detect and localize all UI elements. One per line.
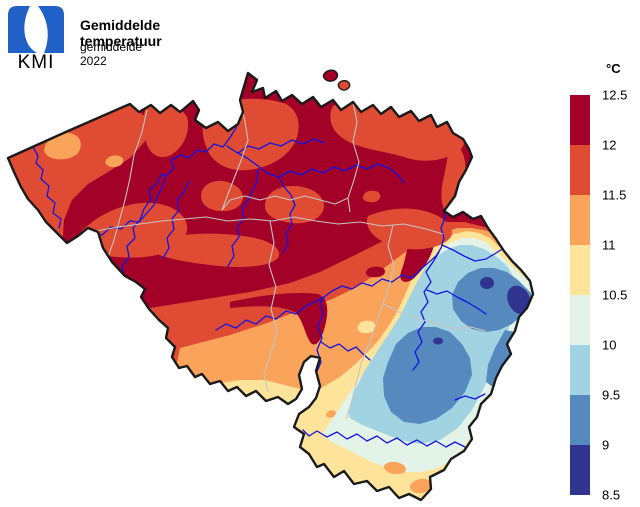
legend-tick-9: 9 [602, 437, 610, 453]
river-semois [302, 429, 466, 448]
legend-tick-11.5: 11.5 [602, 187, 627, 203]
region-huy-dark-spot [365, 266, 386, 278]
exclave-baarle-1 [322, 69, 339, 82]
legend-tick-9.5: 9.5 [602, 387, 621, 403]
legend-swatch-1 [570, 145, 590, 195]
exclave-baarle-2 [337, 80, 351, 91]
province-borders [95, 101, 487, 420]
region-condroz-yellow-spot [357, 320, 376, 334]
river-demer [278, 163, 405, 184]
region-sambre-meuse-valley-warm [230, 292, 328, 345]
legend-tick-8.5: 8.5 [602, 487, 621, 503]
legend-swatch-4 [570, 295, 590, 345]
province-border-namur-liege [345, 224, 395, 420]
belgium-country-outline [6, 71, 535, 502]
region-hasselt-dot-11-5-12 [362, 190, 381, 203]
legend-tick-12: 12 [602, 137, 617, 153]
river-senne [227, 169, 259, 267]
river-sure [454, 393, 486, 401]
legend-swatch-2 [570, 195, 590, 245]
river-rupel [226, 145, 259, 167]
legend-swatch-3 [570, 245, 590, 295]
kmi-logo-right-shape [38, 6, 64, 53]
river-nete [237, 138, 325, 154]
province-border-hainaut-namur [263, 220, 278, 393]
kmi-logo-left-shape [8, 6, 37, 53]
province-border-liege-luxembourg [382, 303, 487, 332]
kmi-logo-text: KMI [17, 52, 55, 73]
region-high-fens-9-9-5 [452, 268, 531, 332]
kmi-logo-icon [8, 6, 64, 53]
river-ourthe [412, 251, 440, 371]
river-lesse [320, 341, 371, 361]
legend-unit-label: °C [606, 61, 621, 76]
region-nivelles-band-11-5-12 [150, 233, 280, 267]
legend-tick-12.5: 12.5 [602, 87, 628, 103]
region-coast-11-5-12 [8, 104, 149, 250]
region-coldest-spot-3 [433, 337, 443, 345]
legend-tick-10: 10 [602, 337, 617, 353]
province-border-regional [95, 216, 444, 235]
region-meuse-border-11-5-12 [441, 140, 466, 213]
rivers [32, 102, 505, 448]
legend-tick-11: 11 [602, 237, 616, 253]
legend-bar [570, 95, 590, 495]
river-meuse [315, 210, 446, 397]
river-ambleve [426, 289, 487, 315]
region-hesbaye-band-11-5-12 [366, 208, 453, 250]
region-south-tip-orange-1 [384, 461, 406, 475]
region-coldest-spot-2 [507, 285, 531, 315]
legend-swatch-0 [570, 95, 590, 145]
river-ijzer [32, 146, 62, 229]
page-subtitle: gemiddelde 2022 [80, 40, 143, 68]
province-border-flemish-brabant [221, 195, 349, 211]
region-coast-orange-patch [44, 132, 81, 160]
region-south-tip-orange-2 [410, 478, 432, 494]
legend-swatch-5 [570, 345, 590, 395]
region-central-ardennes-9-9-5 [383, 327, 472, 424]
legend-swatch-6 [570, 395, 590, 445]
region-south-tip-orange-3 [326, 410, 336, 418]
region-orange-dot-west [105, 155, 124, 168]
page-title: Gemiddelde temperatuur [80, 17, 162, 49]
river-sambre [215, 296, 325, 331]
region-ghent-11-5-12 [143, 104, 189, 158]
region-brussels-11-5-12 [201, 180, 243, 212]
temperature-legend: 12.5 12 11.5 11 10.5 10 9.5 9 8.5 [570, 88, 640, 503]
legend-swatch-7 [570, 445, 590, 495]
region-coldest-spot-1 [480, 277, 494, 289]
river-schelde-lower [165, 102, 242, 177]
province-border-west-east-flanders [107, 109, 148, 258]
river-vesdre [441, 244, 505, 262]
province-border-eastflanders-antwerp [221, 102, 249, 211]
river-dijle [257, 165, 296, 254]
legend-tick-10.5: 10.5 [602, 287, 628, 303]
river-dender [162, 180, 190, 259]
